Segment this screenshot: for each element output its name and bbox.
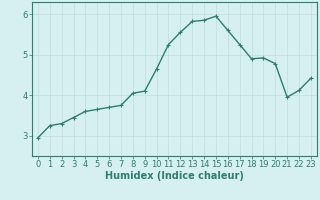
X-axis label: Humidex (Indice chaleur): Humidex (Indice chaleur): [105, 171, 244, 181]
